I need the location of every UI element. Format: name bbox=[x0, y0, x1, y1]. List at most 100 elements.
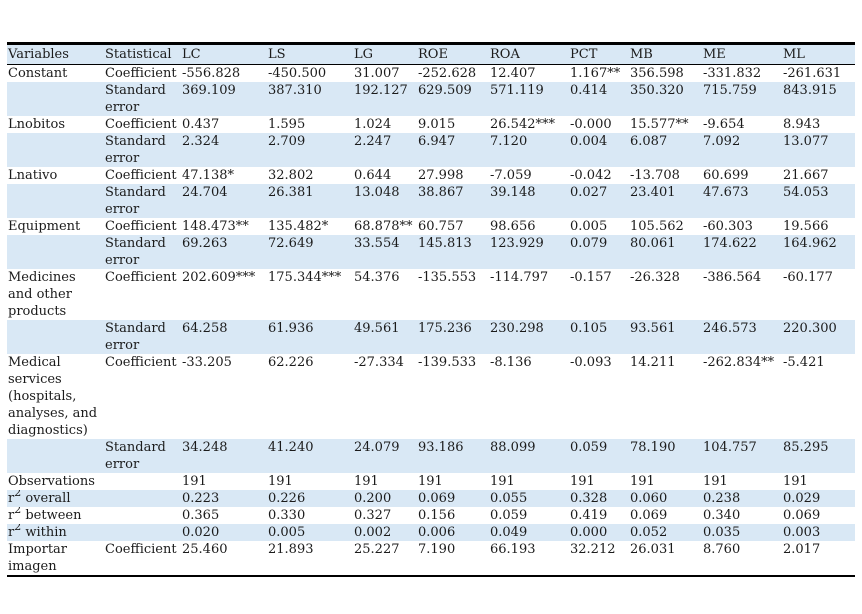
value-cell: 9.015 bbox=[418, 117, 456, 132]
value-cell: 93.561 bbox=[630, 321, 676, 336]
value-cell: -135.553 bbox=[418, 270, 477, 285]
variable-cell: r2 between bbox=[7, 507, 104, 524]
value-cell: 8.943 bbox=[783, 117, 821, 132]
table-row: Standard error 34.248 41.240 24.079 93.186 88… bbox=[7, 439, 855, 473]
value-cell: 0.060 bbox=[630, 491, 668, 506]
value-cell: -0.042 bbox=[570, 168, 612, 183]
table-row: Standard error 2.324 2.709 2.247 6.947 7.120 0… bbox=[7, 133, 855, 167]
value-cell: -33.205 bbox=[182, 355, 232, 370]
value-cell: 0.006 bbox=[418, 525, 456, 540]
value-cell: 356.598 bbox=[630, 66, 684, 81]
variable-cell: r2 within bbox=[7, 524, 104, 541]
value-cell: 0.052 bbox=[630, 525, 668, 540]
value-cell: -261.631 bbox=[783, 66, 842, 81]
value-cell: 191 bbox=[783, 474, 808, 489]
value-cell: 0.020 bbox=[182, 525, 220, 540]
value-cell: 0.035 bbox=[703, 525, 741, 540]
variable-cell: Equipment bbox=[8, 219, 81, 234]
value-cell: 0.005 bbox=[268, 525, 306, 540]
statistical-cell: Standard error bbox=[105, 83, 166, 115]
variable-cell: Observations bbox=[8, 474, 95, 489]
value-cell: 0.069 bbox=[418, 491, 456, 506]
value-cell: 175.236 bbox=[418, 321, 472, 336]
value-cell: 7.092 bbox=[703, 134, 741, 149]
value-cell: 80.061 bbox=[630, 236, 676, 251]
table-row: Standard error 369.109 387.310 192.127 629.5… bbox=[7, 82, 855, 116]
value-cell: 0.002 bbox=[354, 525, 392, 540]
value-cell: 0.027 bbox=[570, 185, 608, 200]
column-header: MB bbox=[629, 43, 702, 65]
value-cell: 24.704 bbox=[182, 185, 228, 200]
value-cell: 93.186 bbox=[418, 440, 464, 455]
value-cell: 387.310 bbox=[268, 83, 322, 98]
statistical-cell: Coefficient bbox=[105, 66, 177, 81]
statistical-cell: Coefficient bbox=[105, 117, 177, 132]
value-cell: 13.077 bbox=[783, 134, 829, 149]
value-cell: 0.340 bbox=[703, 508, 741, 523]
column-header: ME bbox=[702, 43, 782, 65]
statistical-cell bbox=[104, 490, 181, 507]
value-cell: -8.136 bbox=[490, 355, 532, 370]
value-cell: -27.334 bbox=[354, 355, 404, 370]
value-cell: 19.566 bbox=[783, 219, 829, 234]
statistical-cell: Standard error bbox=[105, 185, 166, 217]
value-cell: 191 bbox=[354, 474, 379, 489]
table-row: Standard error 69.263 72.649 33.554 145.813 1… bbox=[7, 235, 855, 269]
value-cell: 0.029 bbox=[783, 491, 821, 506]
table-row: Lnativo Coefficient 47.138* 32.802 0.644 27.9… bbox=[7, 167, 855, 184]
value-cell: 571.119 bbox=[490, 83, 544, 98]
column-header: ML bbox=[782, 43, 855, 65]
value-cell: 39.148 bbox=[490, 185, 536, 200]
statistical-cell bbox=[104, 524, 181, 541]
value-cell: 49.561 bbox=[354, 321, 400, 336]
value-cell: -114.797 bbox=[490, 270, 549, 285]
variable-cell: r2 overall bbox=[7, 490, 104, 507]
value-cell: 104.757 bbox=[703, 440, 757, 455]
value-cell: 60.699 bbox=[703, 168, 749, 183]
variable-cell: Constant bbox=[8, 66, 68, 81]
value-cell: 72.649 bbox=[268, 236, 314, 251]
variable-cell: Importar imagen bbox=[8, 542, 68, 574]
variable-cell bbox=[7, 320, 104, 354]
column-header: ROA bbox=[489, 43, 569, 65]
value-cell: -252.628 bbox=[418, 66, 477, 81]
variable-cell: Lnativo bbox=[8, 168, 58, 183]
value-cell: 0.419 bbox=[570, 508, 608, 523]
value-cell: 7.120 bbox=[490, 134, 528, 149]
value-cell: 715.759 bbox=[703, 83, 757, 98]
value-cell: 69.263 bbox=[182, 236, 228, 251]
value-cell: 78.190 bbox=[630, 440, 676, 455]
value-cell: 32.212 bbox=[570, 542, 616, 557]
value-cell: 0.069 bbox=[783, 508, 821, 523]
table-row: r2 between 0.365 0.330 0.327 0.156 0.059 0.419… bbox=[7, 507, 855, 524]
value-cell: 0.069 bbox=[630, 508, 668, 523]
value-cell: 0.004 bbox=[570, 134, 608, 149]
variable-cell: Medical services (hospitals, analyses, a… bbox=[8, 355, 98, 438]
value-cell: 21.893 bbox=[268, 542, 314, 557]
variable-cell bbox=[7, 235, 104, 269]
statistical-cell: Standard error bbox=[105, 321, 166, 353]
value-cell: -7.059 bbox=[490, 168, 532, 183]
value-cell: 1.595 bbox=[268, 117, 306, 132]
statistical-cell: Coefficient bbox=[105, 542, 177, 557]
value-cell: -0.157 bbox=[570, 270, 612, 285]
value-cell: 47.673 bbox=[703, 185, 749, 200]
value-cell: 6.087 bbox=[630, 134, 668, 149]
value-cell: 0.059 bbox=[490, 508, 528, 523]
document-page: Variables Statistical LC LS LG ROE ROA PCT MB ME M… bbox=[7, 42, 855, 577]
value-cell: 202.609*** bbox=[182, 270, 256, 285]
value-cell: 148.473** bbox=[182, 219, 249, 234]
value-cell: 13.048 bbox=[354, 185, 400, 200]
value-cell: 2.709 bbox=[268, 134, 306, 149]
table-row: Constant Coefficient -556.828 -450.500 31.00… bbox=[7, 65, 855, 83]
value-cell: 38.867 bbox=[418, 185, 464, 200]
column-header: LG bbox=[353, 43, 417, 65]
value-cell: 54.053 bbox=[783, 185, 829, 200]
value-cell: 0.414 bbox=[570, 83, 608, 98]
value-cell: 26.542*** bbox=[490, 117, 555, 132]
value-cell: -60.303 bbox=[703, 219, 753, 234]
superscript: 2 bbox=[14, 507, 22, 516]
value-cell: 0.437 bbox=[182, 117, 220, 132]
value-cell: -262.834** bbox=[703, 355, 775, 370]
value-cell: 145.813 bbox=[418, 236, 472, 251]
